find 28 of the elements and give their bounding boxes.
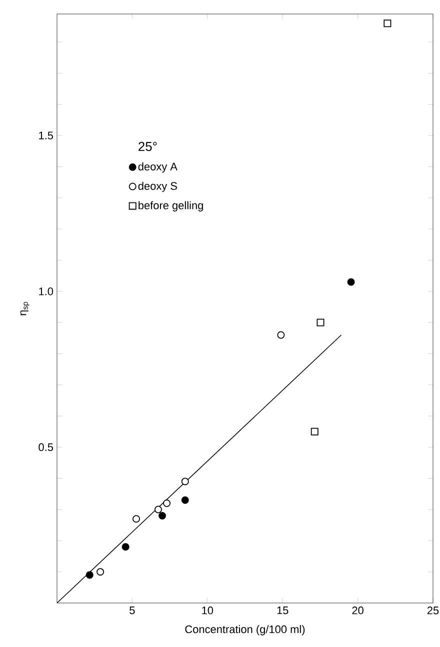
point — [96, 568, 104, 576]
x-tick-label: 15 — [277, 606, 288, 614]
point — [316, 318, 324, 326]
point — [310, 428, 318, 436]
point — [163, 500, 171, 508]
point — [154, 506, 162, 514]
point — [181, 496, 189, 504]
y-tick-label: 1.0 — [39, 287, 54, 296]
point — [122, 543, 130, 551]
point — [384, 20, 392, 28]
y-tick-label: 1.5 — [39, 132, 54, 140]
x-tick-label: 25 — [427, 606, 439, 614]
y-axis-title: η$_{sp}$ — [20, 302, 30, 316]
x-tick-label: 5 — [130, 606, 135, 614]
legend-label: deoxy A — [138, 162, 178, 173]
point — [277, 331, 285, 339]
x-tick-label: 10 — [202, 606, 214, 614]
point — [181, 478, 189, 486]
legend-title: 25° — [138, 142, 157, 152]
legend-label: deoxy S — [138, 182, 177, 192]
point — [132, 515, 140, 523]
point — [86, 571, 94, 579]
x-axis-title: Concentration (g/100 ml) — [185, 625, 305, 636]
point — [347, 278, 355, 286]
legend-label: before gelling — [138, 201, 203, 212]
x-tick-label: 20 — [352, 606, 364, 614]
y-tick-label: 0.5 — [38, 443, 54, 452]
point — [158, 512, 166, 520]
